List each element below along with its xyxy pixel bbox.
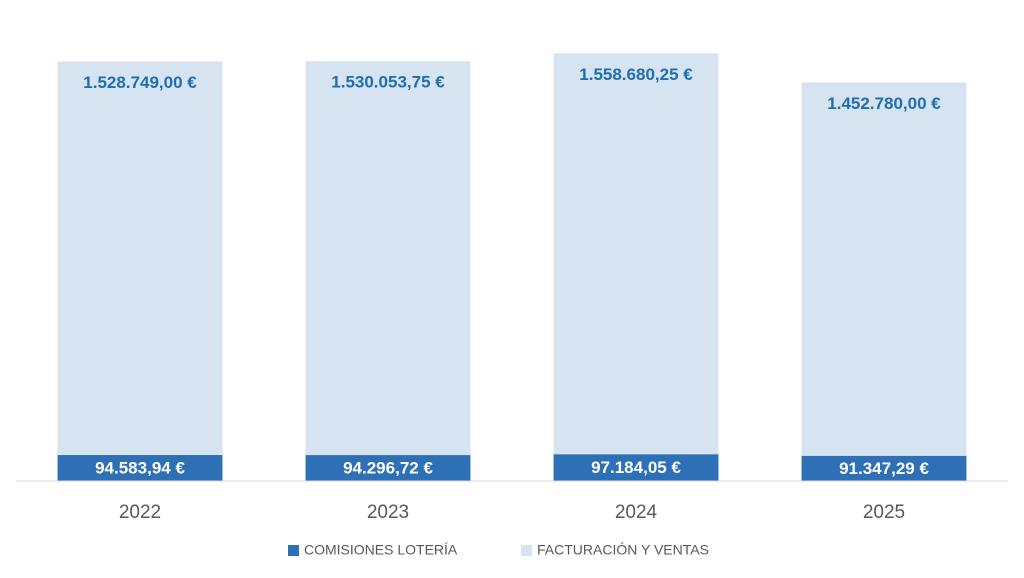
x-tick-label: 2022: [119, 502, 161, 523]
value-label: 94.296,72 €: [343, 459, 433, 478]
bar: [801, 455, 967, 481]
value-label: 91.347,29 €: [839, 459, 929, 478]
value-label: 1.528.749,00 €: [83, 73, 197, 92]
bar: [57, 61, 223, 481]
x-tick-label: 2024: [615, 502, 658, 523]
value-label: 97.184,05 €: [591, 458, 681, 477]
legend-swatch: [521, 545, 532, 556]
x-tick-label: 2023: [367, 502, 409, 523]
legend-label: COMISIONES LOTERÍA: [304, 542, 458, 558]
value-label: 1.558.680,25 €: [579, 65, 693, 84]
bar: [553, 53, 719, 482]
bar: [305, 455, 471, 481]
value-label: 1.452.780,00 €: [827, 94, 941, 113]
x-tick-label: 2025: [863, 502, 905, 523]
bar: [801, 82, 967, 481]
value-label: 1.530.053,75 €: [331, 73, 445, 92]
bar: [305, 61, 471, 482]
value-label: 94.583,94 €: [95, 459, 185, 478]
bar: [553, 454, 719, 481]
legend-label: FACTURACIÓN Y VENTAS: [537, 542, 709, 558]
bar: [57, 455, 223, 481]
legend-swatch: [288, 545, 299, 556]
